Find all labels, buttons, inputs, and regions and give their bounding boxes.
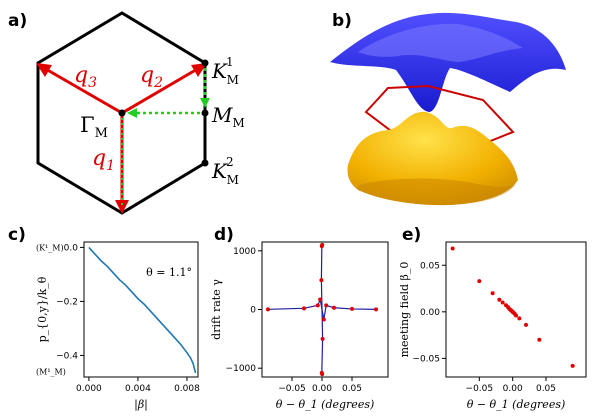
mm-point: [201, 109, 209, 117]
data-point: [315, 303, 320, 308]
data-point: [302, 306, 306, 311]
y-tick-label: 1000: [233, 247, 256, 257]
x-tick-label: 0.004: [125, 384, 151, 394]
data-point: [332, 305, 336, 310]
km1-point: [201, 59, 209, 67]
y-tick-label: 0.00: [420, 308, 440, 318]
data-point: [321, 317, 326, 322]
data-point: [514, 313, 518, 318]
km2-point: [201, 159, 209, 167]
green-arrowhead-down: [200, 98, 210, 108]
data-point: [570, 363, 575, 368]
y-tick-label: −0.05: [412, 354, 440, 364]
mm-label: MM: [211, 103, 245, 130]
gamma-point: [118, 109, 126, 117]
panel-a-label: a): [8, 11, 27, 31]
panel-d-chart: d) −0.05 0.00 0.05 1000 0 −1000 θ − θ_1 (degree…: [210, 225, 389, 411]
x-tick-label: 0.00: [503, 384, 523, 394]
x-axis-label: θ − θ_1 (degrees): [467, 398, 566, 411]
y-axis-label: meeting field β_0: [400, 262, 411, 358]
panel-e-label: e): [402, 225, 421, 245]
panel-a: a) q3 q2 q1 ΓM K1 M MM K2 M: [8, 11, 245, 215]
q2-label: q2: [140, 63, 163, 91]
upper-band-highlight: [358, 23, 523, 62]
panel-b-label: b): [332, 11, 352, 31]
x-tick-label: 0.008: [174, 384, 200, 394]
y-tick-label: 0.0: [64, 243, 79, 253]
q1-arrowhead: [115, 200, 129, 214]
y-axis-label: drift rate γ: [210, 279, 223, 340]
data-point: [320, 372, 325, 377]
data-point: [500, 300, 505, 305]
y-tick-label: −0.4: [56, 351, 78, 361]
gamma-label: ΓM: [80, 113, 108, 141]
data-point: [517, 316, 522, 321]
data-point: [477, 279, 482, 284]
data-point: [320, 336, 325, 341]
data-point: [266, 307, 270, 312]
x-tick-label: 0.00: [312, 384, 332, 394]
x-tick-label: 0.05: [342, 384, 362, 394]
data-point: [490, 291, 495, 296]
panel-e-chart: e) −0.05 0.00 0.05 0.05 0.00 −0.05 θ − θ_1 (deg…: [400, 225, 587, 411]
y-tick-label: 0.05: [420, 261, 440, 271]
data-point: [319, 278, 324, 283]
q2-arrowhead: [191, 63, 207, 77]
y-axis-label: p_{0,y}/k_θ: [36, 276, 49, 342]
q1-label: q1: [92, 146, 115, 174]
data-point: [524, 322, 528, 327]
data-point: [537, 337, 542, 342]
km1-side-label: (K¹_M): [36, 243, 64, 252]
mm1-side-label: (M¹_M): [36, 368, 66, 377]
y-tick-label: −1000: [226, 364, 257, 374]
data-point: [318, 297, 323, 302]
fit-curve-vertical: [320, 244, 324, 375]
x-axis-label: θ − θ_1 (degrees): [276, 398, 375, 411]
plot-frame: [445, 241, 587, 378]
x-tick-label: −0.05: [278, 384, 306, 394]
km2-label: K2 M: [211, 155, 239, 187]
panel-c-label: c): [8, 225, 26, 245]
q3-arrowhead: [36, 63, 52, 77]
data-point: [374, 307, 378, 312]
data-point: [450, 246, 455, 251]
panel-b: b): [330, 11, 566, 206]
q2-arrow: [121, 66, 200, 115]
plot-frame: [83, 241, 199, 378]
y-tick-label: −0.2: [56, 297, 78, 307]
q3-arrow: [43, 66, 123, 115]
km1-label: K1 M: [211, 55, 239, 87]
x-tick-label: 0.05: [536, 384, 556, 394]
theta-annotation: θ = 1.1°: [146, 266, 192, 279]
y-tick-label: 0: [250, 306, 256, 316]
data-point: [320, 242, 325, 247]
green-arrowhead-left: [127, 108, 137, 118]
x-tick-label: −0.05: [466, 384, 494, 394]
x-tick-label: 0.000: [76, 384, 102, 394]
lower-band-shadow: [358, 178, 516, 206]
data-point: [350, 306, 354, 311]
data-point: [497, 297, 502, 302]
data-point: [324, 303, 329, 308]
panel-c-chart: c) 0.000 0.004 0.008 0.0 −0.2 −0.4 |β| p_{0,y}/k…: [8, 225, 200, 412]
series-line: [88, 246, 197, 374]
panel-d-label: d): [214, 225, 234, 245]
x-axis-label: |β|: [134, 398, 148, 412]
q3-label: q3: [74, 63, 97, 91]
